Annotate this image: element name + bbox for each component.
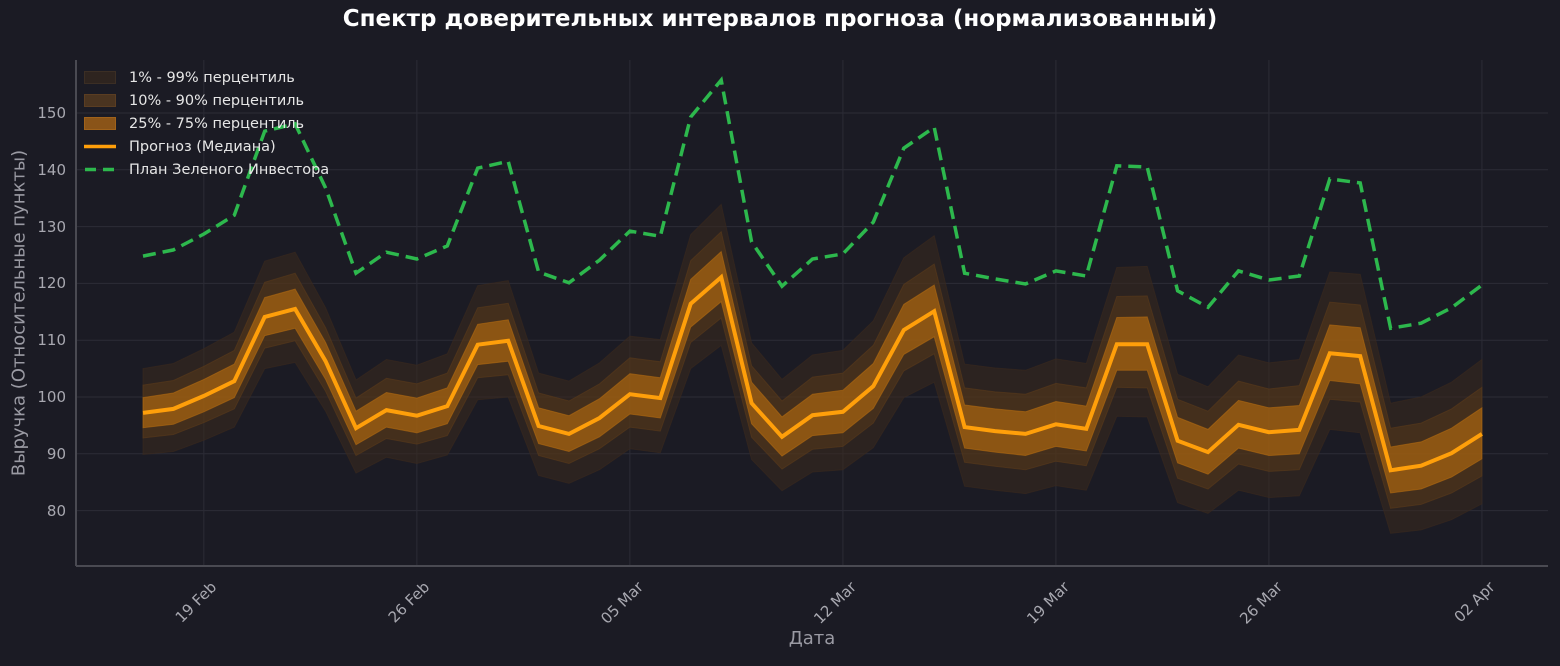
dashed-line-icon	[85, 167, 116, 172]
band-swatch-icon	[84, 117, 116, 130]
legend-item-band-10-90: 10% - 90% перцентиль	[84, 89, 329, 112]
legend-item-median: Прогноз (Медиана)	[84, 135, 329, 158]
y-tick-label: 120	[37, 274, 66, 293]
y-tick-label: 110	[37, 331, 66, 350]
y-tick-label: 130	[37, 217, 66, 236]
y-tick-label: 150	[37, 104, 66, 122]
plan-line	[142, 76, 1483, 331]
median-line	[142, 273, 1483, 473]
chart-title: Спектр доверительных интервалов прогноза…	[342, 6, 1218, 32]
confidence-band	[142, 230, 1483, 509]
legend: 1% - 99% перцентиль 10% - 90% перцентиль…	[84, 66, 329, 181]
band-swatch-icon	[84, 71, 116, 84]
y-tick-label: 100	[37, 388, 66, 406]
y-tick-label: 140	[37, 160, 66, 179]
y-tick-label: 80	[46, 501, 66, 520]
band-swatch-icon	[84, 94, 116, 107]
legend-item-band-25-75: 25% - 75% перцентиль	[84, 112, 329, 135]
legend-item-plan: План Зеленого Инвестора	[84, 158, 329, 181]
legend-item-band-1-99: 1% - 99% перцентиль	[84, 66, 329, 89]
y-axis-label: Выручка (Относительные пункты)	[8, 149, 30, 477]
confidence-band	[142, 250, 1483, 494]
solid-line-icon	[84, 144, 116, 149]
confidence-band	[142, 203, 1483, 534]
y-tick-label: 90	[46, 444, 66, 463]
x-axis-label: Дата	[788, 628, 836, 649]
